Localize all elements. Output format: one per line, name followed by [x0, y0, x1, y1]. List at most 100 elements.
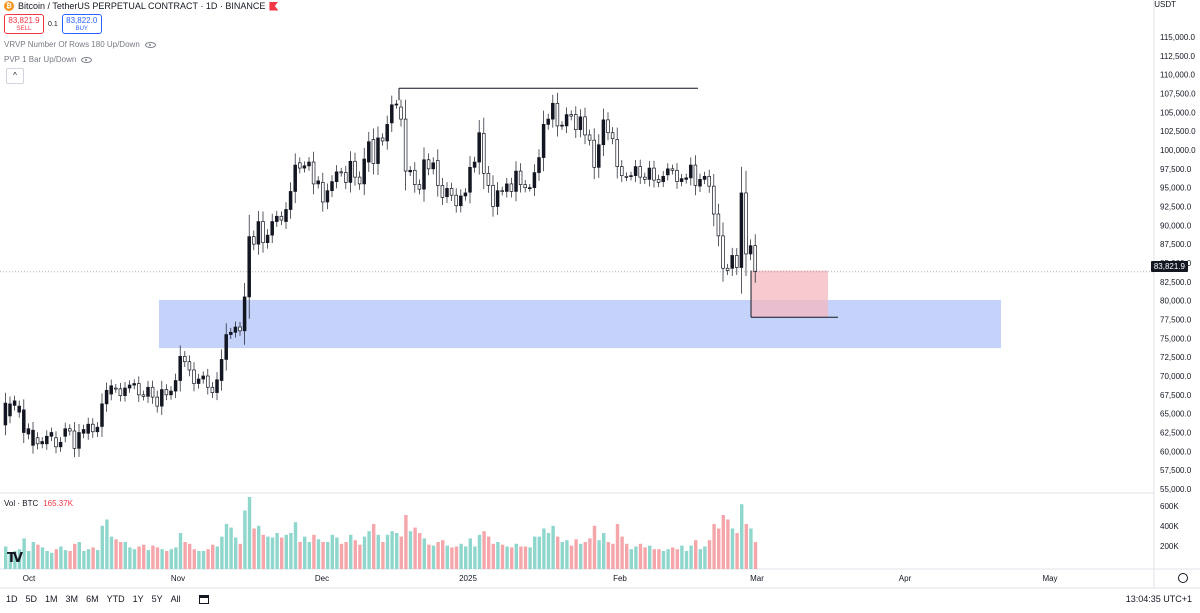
clock[interactable]: 13:04:35 UTC+1 — [1125, 594, 1192, 604]
candle — [279, 215, 284, 221]
trade-panel: 83,821.9 SELL 0.1 83,822.0 BUY — [4, 14, 102, 34]
range-5d[interactable]: 5D — [25, 594, 38, 604]
candle — [58, 441, 63, 448]
volume-bar — [395, 533, 399, 569]
volume-bar — [753, 542, 758, 569]
price-tick-label: 55,000.0 — [1160, 485, 1192, 494]
calendar-icon[interactable] — [198, 594, 209, 604]
range-3m[interactable]: 3M — [65, 594, 79, 604]
volume-bar — [298, 542, 302, 569]
volume-bar — [629, 549, 633, 569]
candle — [403, 118, 408, 172]
candle — [91, 423, 95, 433]
price-tick-label: 67,500.0 — [1160, 391, 1192, 400]
volume-bar — [643, 547, 647, 569]
volume-bar — [63, 550, 68, 569]
candle — [164, 389, 169, 396]
volume-bar — [602, 533, 606, 569]
volume-bar — [169, 549, 173, 569]
candle — [3, 402, 8, 426]
candle — [698, 179, 702, 187]
volume-bar — [730, 528, 735, 569]
range-all[interactable]: All — [170, 594, 181, 604]
volume-bar — [105, 519, 109, 569]
candle — [514, 170, 518, 192]
sell-price: 83,821.9 — [8, 16, 40, 25]
candle — [8, 403, 12, 417]
symbol-header[interactable]: ₿ Bitcoin / TetherUS PERPETUAL CONTRACT … — [4, 0, 279, 12]
candle — [431, 162, 435, 170]
volume-bar — [349, 534, 353, 569]
volume-bar — [312, 534, 316, 569]
volume-bar — [519, 546, 523, 569]
range-ytd[interactable]: YTD — [106, 594, 125, 604]
candle — [298, 162, 302, 169]
volume-bar — [40, 547, 45, 569]
range-1d[interactable]: 1D — [6, 594, 18, 604]
candle — [624, 176, 629, 178]
candle — [54, 437, 58, 448]
volume-bar — [579, 543, 583, 569]
candle — [150, 386, 155, 398]
buy-button[interactable]: 83,822.0 BUY — [61, 14, 102, 34]
range-6m[interactable]: 6M — [86, 594, 99, 604]
candle — [72, 430, 77, 449]
time-tick-label: Apr — [899, 574, 912, 583]
price-tick-label: 62,500.0 — [1160, 429, 1192, 438]
volume-bar — [666, 549, 670, 569]
price-tick-label: 72,500.0 — [1160, 353, 1192, 362]
currency-label[interactable]: USDT — [1154, 0, 1176, 9]
volume-legend[interactable]: Vol · BTC 165.37K — [4, 499, 73, 508]
volume-bar — [358, 544, 362, 569]
volume-bar — [224, 524, 229, 569]
candle — [541, 124, 546, 158]
volume-bar — [243, 510, 247, 569]
indicator-pvp[interactable]: PVP 1 Bar Up/Down — [4, 55, 93, 64]
bitcoin-icon: ₿ — [4, 1, 14, 11]
volume-bar — [454, 546, 459, 569]
candle — [702, 176, 707, 180]
flag-icon[interactable] — [269, 1, 279, 11]
candle — [656, 179, 661, 183]
range-1y[interactable]: 1Y — [132, 594, 144, 604]
candle — [362, 158, 366, 185]
candle — [311, 161, 316, 185]
sell-button[interactable]: 83,821.9 SELL — [4, 14, 44, 34]
price-tick-label: 102,500.0 — [1160, 127, 1196, 136]
candle — [633, 166, 638, 176]
candle — [436, 160, 440, 186]
volume-tick-label: 200K — [1160, 542, 1179, 551]
volume-bar — [289, 533, 293, 569]
collapse-indicators-button[interactable]: ^ — [6, 68, 24, 84]
range-1m[interactable]: 1M — [45, 594, 58, 604]
go-to-realtime-icon[interactable] — [1178, 573, 1188, 583]
tradingview-logo[interactable]: TV — [7, 551, 23, 566]
candle — [187, 361, 192, 371]
volume-bar — [183, 542, 187, 569]
eye-icon[interactable] — [81, 56, 93, 63]
volume-bar — [215, 546, 219, 569]
volume-bar — [247, 497, 252, 569]
volume-bar — [86, 549, 91, 569]
price-tick-label: 80,000.0 — [1160, 297, 1192, 306]
volume-bar — [680, 545, 684, 569]
volume-bar — [496, 542, 500, 569]
volume-bar — [588, 538, 592, 569]
buy-label: BUY — [75, 26, 88, 32]
candle — [399, 106, 403, 120]
price-tick-label: 112,500.0 — [1160, 52, 1196, 61]
volume-bar — [684, 551, 689, 569]
indicator-vrvp[interactable]: VRVP Number Of Rows 180 Up/Down — [4, 40, 156, 49]
candle — [206, 375, 210, 388]
eye-icon[interactable] — [144, 41, 156, 48]
price-tick-label: 65,000.0 — [1160, 410, 1192, 419]
candle — [178, 356, 182, 381]
candle — [440, 185, 445, 198]
candle — [265, 234, 270, 244]
candle — [712, 185, 716, 215]
range-5y[interactable]: 5Y — [151, 594, 163, 604]
volume-bar — [625, 543, 629, 569]
volume-bar — [280, 537, 284, 569]
volume-bar — [36, 544, 40, 569]
